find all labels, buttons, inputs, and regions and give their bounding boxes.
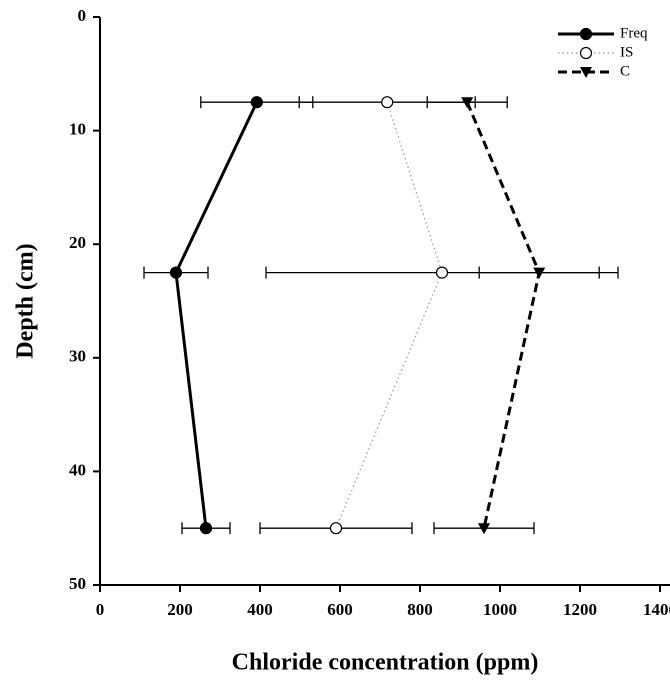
marker [169, 266, 183, 279]
x-tick-label: 800 [407, 600, 433, 619]
x-tick-label: 1400 [643, 600, 670, 619]
series-line [174, 101, 259, 529]
marker [199, 522, 213, 535]
y-tick-label: 50 [69, 574, 86, 593]
legend-marker [580, 67, 592, 78]
marker [250, 96, 263, 109]
legend-label: C [620, 63, 630, 79]
legend-marker [579, 27, 593, 41]
marker [478, 523, 490, 535]
x-tick-label: 0 [96, 600, 105, 619]
series-line [335, 102, 443, 529]
x-tick-label: 600 [327, 600, 353, 619]
y-tick-label: 0 [78, 6, 87, 25]
legend-label: IS [620, 44, 633, 60]
y-tick-label: 30 [69, 347, 86, 366]
marker [461, 97, 474, 109]
legend-marker [579, 46, 593, 60]
legend-label: Freq [620, 25, 648, 41]
marker [381, 96, 394, 109]
marker [533, 267, 546, 279]
x-tick-label: 1200 [563, 600, 597, 619]
y-tick-label: 10 [69, 120, 86, 139]
y-tick-label: 20 [69, 233, 86, 252]
marker [435, 266, 449, 279]
y-tick-label: 40 [69, 460, 86, 479]
x-tick-label: 1000 [483, 600, 517, 619]
x-tick-label: 200 [167, 600, 193, 619]
x-tick-label: 400 [247, 600, 273, 619]
series-line [465, 101, 541, 529]
marker [329, 522, 343, 535]
x-axis-title: Chloride concentration (ppm) [232, 650, 539, 676]
y-axis-title: Depth (cm) [13, 243, 39, 358]
